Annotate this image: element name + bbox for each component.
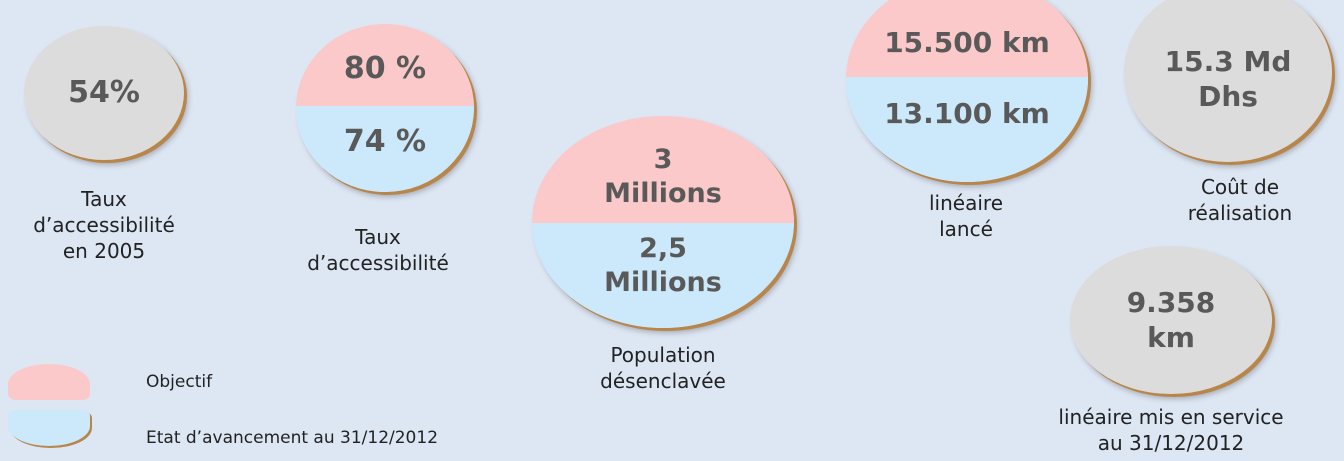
- linear-launched-caption: linéaire lancé: [929, 191, 1003, 241]
- legend-progress-label: Etat d’avancement au 31/12/2012: [146, 428, 439, 448]
- linear-progress-value: 13.100 km: [884, 97, 1050, 130]
- population-bubble: 3 Millions 2,5 Millions: [532, 116, 794, 328]
- accessibility-progress-value: 74 %: [343, 124, 427, 160]
- legend-progress-swatch: [8, 410, 90, 446]
- accessibility-2005-caption: Taux d’accessibilité en 2005: [33, 187, 175, 263]
- population-progress-value: 2,5 Millions: [604, 232, 722, 298]
- legend-objective-swatch: [8, 364, 90, 400]
- linear-launched-bubble: 15.500 km 13.100 km: [846, 0, 1088, 182]
- accessibility-objective-value: 80 %: [343, 51, 427, 87]
- population-caption: Population désenclavée: [600, 343, 726, 393]
- accessibility-2005-bubble: 54%: [24, 26, 184, 160]
- accessibility-bubble: 80 % 74 %: [296, 24, 474, 192]
- cost-value: 15.3 Md Dhs: [1164, 45, 1292, 113]
- cost-bubble: 15.3 Md Dhs: [1124, 0, 1332, 162]
- population-objective-value: 3 Millions: [604, 143, 722, 209]
- linear-service-caption: linéaire mis en service au 31/12/2012: [1058, 405, 1284, 455]
- linear-service-bubble: 9.358 km: [1070, 246, 1272, 394]
- cost-caption: Coût de réalisation: [1187, 175, 1293, 225]
- accessibility-caption: Taux d’accessibilité: [307, 225, 449, 275]
- accessibility-2005-value: 54%: [68, 75, 140, 111]
- linear-objective-value: 15.500 km: [884, 26, 1050, 59]
- legend-objective-label: Objectif: [146, 372, 213, 392]
- linear-service-value: 9.358 km: [1126, 286, 1216, 354]
